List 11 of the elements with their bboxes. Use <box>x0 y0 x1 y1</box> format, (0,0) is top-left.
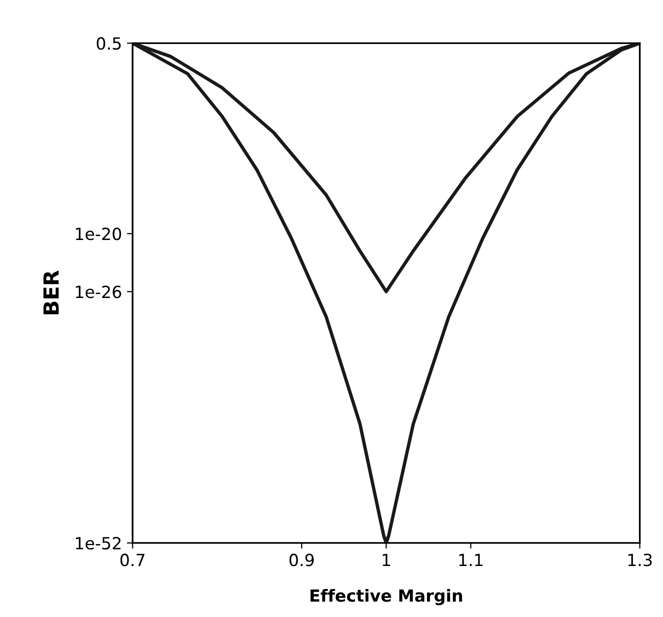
x-tick-label: 0.7 <box>120 554 144 566</box>
y-tick-label: 1e-52 <box>76 536 121 550</box>
y-tick-label: 1e-26 <box>76 286 122 298</box>
x-tick-label: 0.9 <box>290 554 314 566</box>
y-tick-label: 0.5 <box>96 37 121 50</box>
x-tick-label: 1.1 <box>459 554 482 566</box>
x-tick-label: 1 <box>382 554 390 566</box>
x-axis-title: Effective Margin <box>310 588 462 606</box>
y-axis-title: BER <box>43 270 59 314</box>
x-tick-label: 1.3 <box>628 554 652 566</box>
y-tick-label: 1e-20 <box>76 228 122 240</box>
